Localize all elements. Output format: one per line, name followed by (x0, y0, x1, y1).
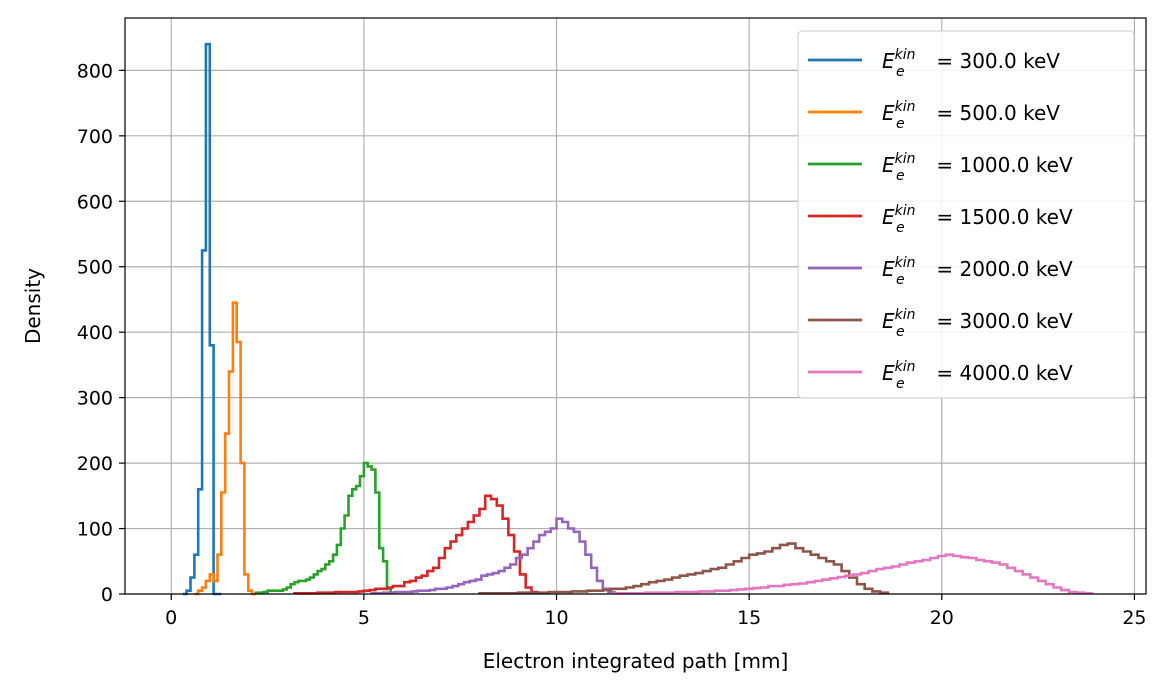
legend-entry: Ekin e = 500.0 keV (882, 99, 1060, 132)
y-tick-label: 700 (77, 126, 113, 148)
legend-entry: Ekin e = 1000.0 keV (882, 151, 1073, 184)
legend-entry: Ekin e = 3000.0 keV (882, 307, 1073, 340)
legend-entry: Ekin e = 300.0 keV (882, 47, 1060, 80)
legend-entry: Ekin e = 1500.0 keV (882, 203, 1073, 236)
x-axis-label: Electron integrated path [mm] (483, 649, 789, 673)
histogram-series-6 (478, 542, 890, 595)
y-tick-label: 600 (77, 191, 113, 213)
histogram-series-7 (613, 553, 1094, 595)
legend-box (797, 30, 1135, 399)
tick-layer: 0 5 10 15 20 25 0 100 200 300 400 500 600 700 800 (77, 60, 1147, 629)
histogram-series-1 (182, 42, 222, 596)
x-tick-label: 5 (358, 607, 370, 629)
legend-entry: Ekin e = 4000.0 keV (882, 359, 1073, 392)
x-tick-label: 10 (544, 607, 568, 629)
histogram-series-5 (370, 517, 616, 595)
y-tick-label: 200 (77, 453, 113, 475)
x-tick-label: 15 (737, 607, 761, 629)
y-tick-label: 500 (77, 257, 113, 279)
y-tick-label: 800 (77, 60, 113, 82)
y-tick-label: 400 (77, 322, 113, 344)
y-tick-label: 300 (77, 388, 113, 410)
series-layer (182, 42, 1094, 596)
histogram-series-2 (194, 301, 256, 596)
x-tick-label: 0 (165, 607, 177, 629)
y-tick-label: 0 (101, 584, 113, 606)
legend: Ekin e = 300.0 keV Ekin e = 500.0 keV Ekin e … (797, 30, 1135, 399)
x-tick-label: 20 (930, 607, 954, 629)
y-axis-label: Density (21, 268, 45, 344)
histogram-series-4 (293, 494, 539, 595)
x-tick-label: 25 (1122, 607, 1146, 629)
plot-frame (124, 17, 1147, 595)
legend-entry: Ekin e = 2000.0 keV (882, 255, 1073, 288)
y-tick-label: 100 (77, 519, 113, 541)
histogram-series-3 (254, 461, 396, 594)
